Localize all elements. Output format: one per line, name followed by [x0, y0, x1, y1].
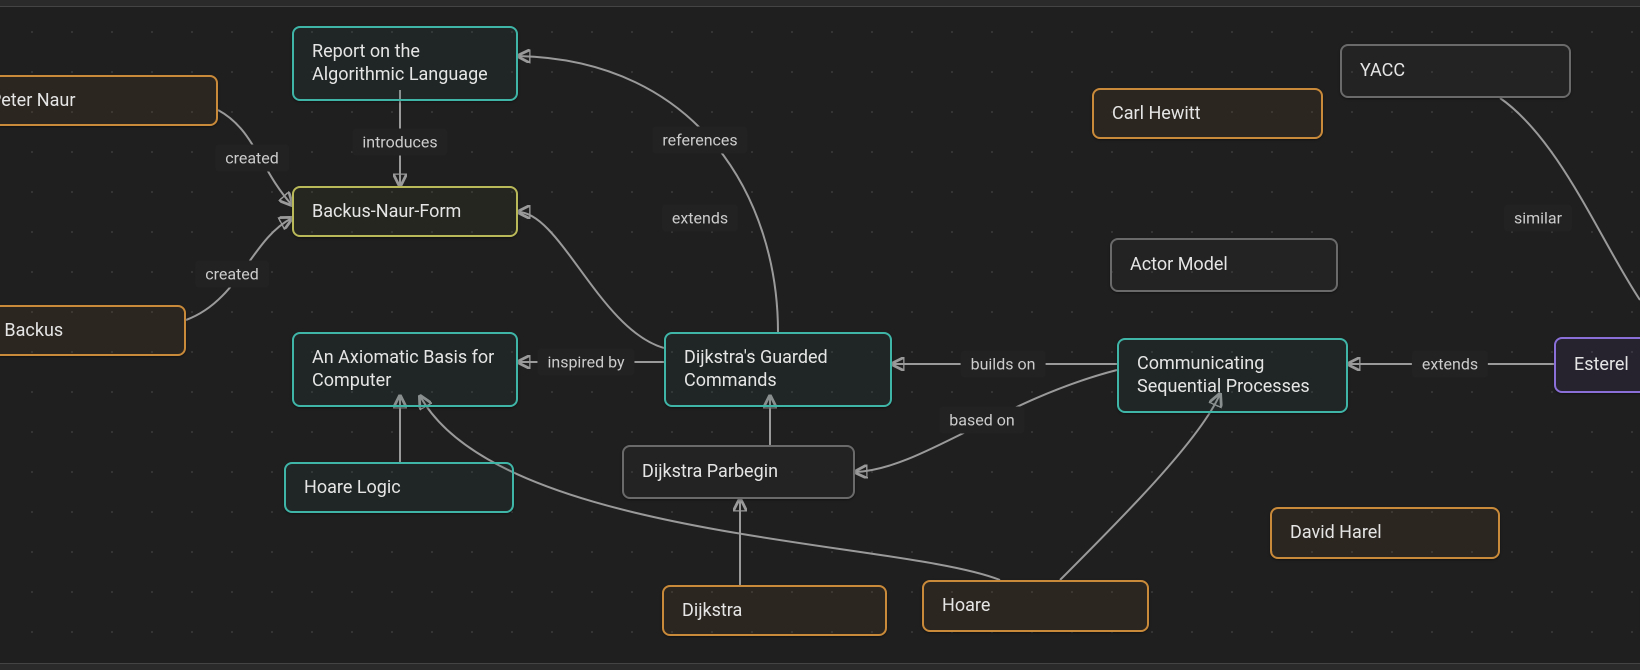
node-label: Hoare Logic — [304, 476, 401, 499]
edge-dgc-bnf — [518, 212, 664, 348]
node-guarded-commands[interactable]: Dijkstra's Guarded Commands — [664, 332, 892, 407]
edge-naur-bnf — [218, 110, 292, 205]
edge-label-csp-dgc: builds on — [961, 351, 1046, 378]
node-label: David Harel — [1290, 521, 1382, 544]
node-dijkstra[interactable]: Dijkstra — [662, 585, 887, 636]
edge-label-report-bnf: introduces — [352, 129, 447, 156]
bottom-border — [0, 663, 1640, 670]
node-axiomatic-basis[interactable]: An Axiomatic Basis for Computer — [292, 332, 518, 407]
node-csp[interactable]: Communicating Sequential Processes — [1117, 338, 1348, 413]
node-hoare[interactable]: Hoare — [922, 580, 1149, 632]
node-label: Esterel — [1574, 353, 1629, 376]
node-label: Report on the Algorithmic Language — [312, 40, 498, 87]
edge-label-backus-bnf: created — [195, 261, 269, 288]
edge-yacc-similar — [1500, 98, 1640, 300]
diagram-canvas[interactable]: Peter Naur Report on the Algorithmic Lan… — [0, 0, 1640, 670]
node-parbegin[interactable]: Dijkstra Parbegin — [622, 445, 855, 499]
node-actor-model[interactable]: Actor Model — [1110, 238, 1338, 292]
node-david-harel[interactable]: David Harel — [1270, 507, 1500, 559]
edge-dgc-report — [518, 56, 778, 332]
node-label: Dijkstra — [682, 599, 742, 622]
top-border — [0, 0, 1640, 7]
edge-label-dgc-bnf: extends — [662, 205, 738, 232]
edge-label-yacc-similar: similar — [1504, 205, 1572, 232]
node-label: YACC — [1360, 59, 1405, 82]
edge-label-dgc-axiom: inspired by — [537, 349, 634, 376]
node-label: Actor Model — [1130, 253, 1228, 276]
node-john-backus[interactable]: n Backus — [0, 305, 186, 356]
edge-label-naur-bnf: created — [215, 145, 289, 172]
node-label: Dijkstra Parbegin — [642, 460, 778, 483]
edge-csp-parbegin — [855, 370, 1117, 472]
node-label: Hoare — [942, 594, 990, 617]
node-label: Dijkstra's Guarded Commands — [684, 346, 872, 393]
edge-label-csp-parbegin: based on — [939, 407, 1024, 434]
edge-backus-bnf — [186, 218, 292, 320]
node-label: Backus-Naur-Form — [312, 200, 461, 223]
edge-label-dgc-report: references — [652, 127, 747, 154]
node-bnf[interactable]: Backus-Naur-Form — [292, 186, 518, 237]
node-label: Carl Hewitt — [1112, 102, 1201, 125]
node-label: Peter Naur — [0, 89, 75, 112]
edge-label-esterel-csp: extends — [1412, 351, 1488, 378]
node-report-algol[interactable]: Report on the Algorithmic Language — [292, 26, 518, 101]
node-peter-naur[interactable]: Peter Naur — [0, 75, 218, 126]
node-yacc[interactable]: YACC — [1340, 44, 1571, 98]
node-label: Communicating Sequential Processes — [1137, 352, 1328, 399]
edge-hoare-csp — [1060, 394, 1220, 580]
node-hoare-logic[interactable]: Hoare Logic — [284, 462, 514, 513]
node-label: n Backus — [0, 319, 63, 342]
node-carl-hewitt[interactable]: Carl Hewitt — [1092, 88, 1323, 139]
node-label: An Axiomatic Basis for Computer — [312, 346, 498, 393]
node-esterel[interactable]: Esterel — [1554, 337, 1640, 393]
